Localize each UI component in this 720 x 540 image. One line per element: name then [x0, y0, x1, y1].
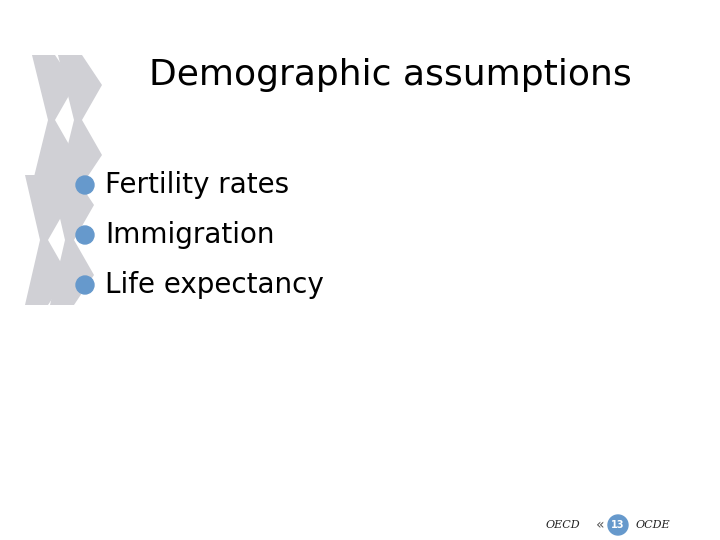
Polygon shape [58, 55, 102, 185]
Circle shape [76, 226, 94, 244]
Circle shape [608, 515, 628, 535]
Text: «: « [595, 518, 604, 532]
Text: Demographic assumptions: Demographic assumptions [148, 58, 631, 92]
Text: 13: 13 [611, 520, 625, 530]
Text: Immigration: Immigration [105, 221, 274, 249]
Circle shape [76, 176, 94, 194]
Text: Life expectancy: Life expectancy [105, 271, 324, 299]
Polygon shape [32, 55, 75, 185]
Text: OECD: OECD [545, 520, 580, 530]
Circle shape [76, 276, 94, 294]
Polygon shape [25, 175, 68, 305]
Text: OCDE: OCDE [636, 520, 670, 530]
Polygon shape [50, 175, 94, 305]
Text: Fertility rates: Fertility rates [105, 171, 289, 199]
